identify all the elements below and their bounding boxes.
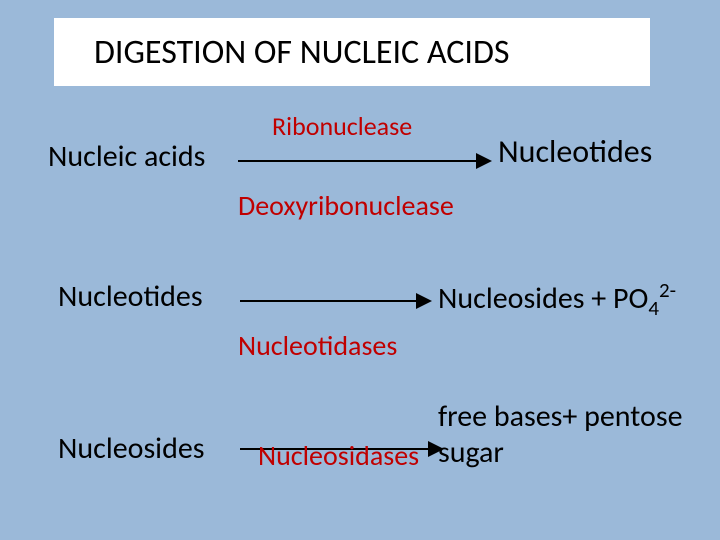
title-box: DIGESTION OF NUCLEIC ACIDS (54, 18, 650, 86)
label-nucleosides-left: Nucleosides (58, 430, 204, 467)
label-nucleic-acids: Nucleic acids (48, 138, 205, 175)
title-text: DIGESTION OF NUCLEIC ACIDS (94, 32, 510, 73)
arrow-2-line (240, 300, 418, 302)
label-nucleosides-po4: Nucleosides + PO42- (438, 280, 676, 317)
enzyme-ribonuclease: Ribonuclease (272, 110, 412, 142)
enzyme-nucleosidases: Nucleosidases (258, 438, 419, 473)
label-sugar: sugar (438, 434, 504, 471)
enzyme-deoxyribonuclease: Deoxyribonuclease (238, 188, 454, 223)
label-po4-sup: 2- (659, 277, 676, 303)
label-nucleotides-right: Nucleotides (498, 132, 652, 171)
label-nucleotides-left: Nucleotides (58, 278, 203, 315)
arrow-1-head (476, 153, 492, 169)
enzyme-nucleotidases: Nucleotidases (238, 328, 397, 363)
label-nucleosides-po4-pre: Nucleosides + PO (438, 280, 648, 317)
arrow-2-head (416, 293, 432, 309)
arrow-1-line (238, 160, 478, 162)
label-free-bases: free bases+ pentose (438, 398, 683, 435)
label-po4-sub: 4 (648, 295, 659, 321)
